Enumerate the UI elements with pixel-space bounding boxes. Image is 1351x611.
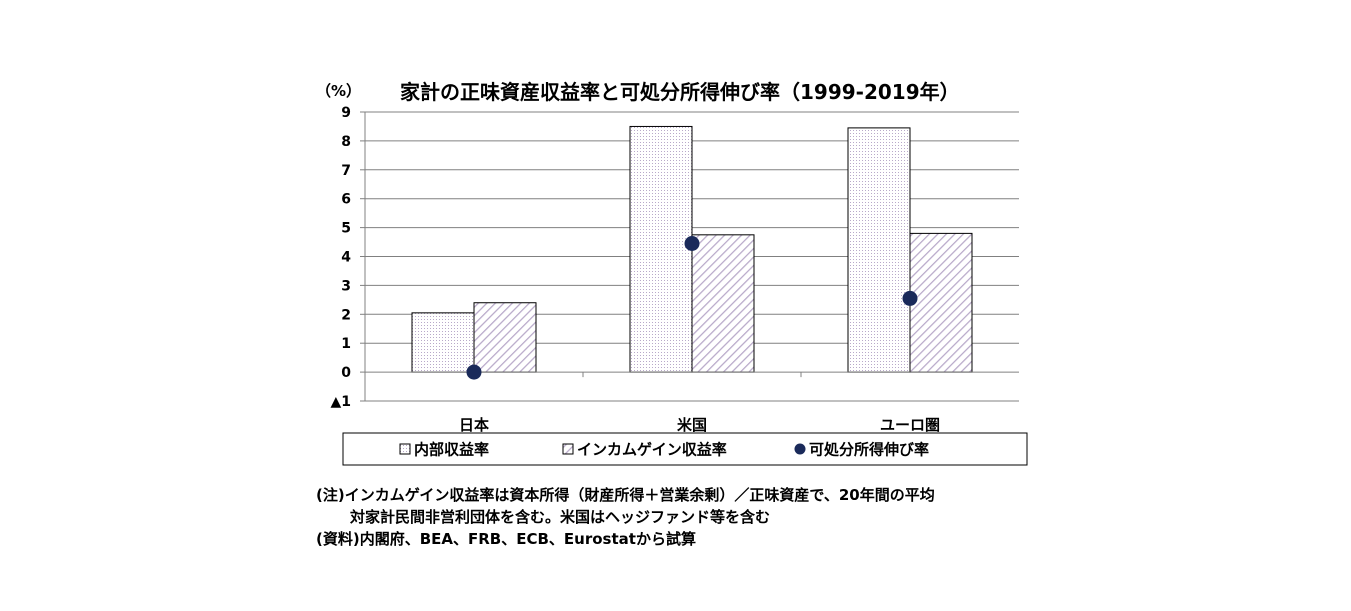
x-category-label: ユーロ圏 xyxy=(880,416,940,434)
y-tick-label: 6 xyxy=(341,192,351,208)
y-tick-label: ▲1 xyxy=(330,394,351,410)
bar xyxy=(411,312,475,373)
bar xyxy=(909,232,973,373)
y-tick-label: 0 xyxy=(341,365,351,381)
chart-title: 家計の正味資産収益率と可処分所得伸び率（1999-2019年） xyxy=(400,80,960,104)
y-tick-label: 4 xyxy=(341,250,351,266)
data-point-marker xyxy=(902,290,918,306)
data-point-marker xyxy=(466,364,482,380)
y-tick-label: 7 xyxy=(341,163,351,179)
y-tick-label: 5 xyxy=(341,221,351,237)
y-tick-label: 2 xyxy=(341,307,351,323)
note-line-1: (注)インカムゲイン収益率は資本所得（財産所得＋営業余剰）／正味資産で、20年間… xyxy=(316,486,935,504)
legend-label: 可処分所得伸び率 xyxy=(809,441,929,459)
x-category-label: 米国 xyxy=(677,416,707,434)
y-tick-label: 1 xyxy=(341,336,351,352)
y-tick-label: 9 xyxy=(341,105,351,121)
legend-swatch xyxy=(399,443,411,455)
bar xyxy=(847,127,911,373)
legend-swatch xyxy=(562,443,574,455)
legend-box xyxy=(342,432,1028,466)
legend-marker-symbol xyxy=(794,443,806,455)
bar xyxy=(691,234,755,373)
note-line-2: 対家計民間非営利団体を含む。米国はヘッジファンド等を含む xyxy=(350,508,771,526)
bar xyxy=(473,302,537,373)
y-axis-unit-label: （%） xyxy=(316,82,362,100)
bar xyxy=(629,125,693,373)
legend-label: 内部収益率 xyxy=(414,441,489,459)
source-line: (資料)内閣府、BEA、FRB、ECB、Eurostatから試算 xyxy=(316,530,696,548)
y-tick-label: 8 xyxy=(341,134,351,150)
chart-notes: (注)インカムゲイン収益率は資本所得（財産所得＋営業余剰）／正味資産で、20年間… xyxy=(316,484,935,550)
x-category-label: 日本 xyxy=(459,416,489,434)
legend-label: インカムゲイン収益率 xyxy=(577,441,727,459)
data-point-marker xyxy=(684,235,700,251)
y-tick-label: 3 xyxy=(341,278,351,294)
